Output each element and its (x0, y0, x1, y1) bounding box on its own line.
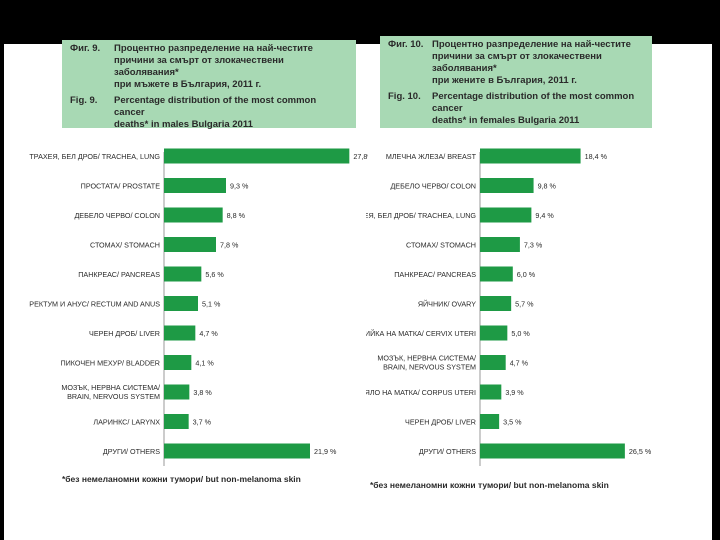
female-bar (480, 178, 534, 193)
female-title-bg-line3: при жените в България, 2011 г. (432, 75, 577, 86)
male-bar (164, 178, 226, 193)
female-value-label: 9,8 % (538, 182, 557, 191)
male-value-label: 5,6 % (205, 270, 224, 279)
female-bar (480, 384, 502, 400)
male-value-label: 21,9 % (314, 447, 337, 456)
female-value-label: 9,4 % (535, 211, 554, 220)
male-fig-bg-label: Фиг. 9. (70, 43, 101, 54)
male-value-label: 27,8% (353, 152, 368, 161)
male-bar (164, 443, 310, 459)
female-bar (480, 148, 581, 164)
female-category-label: ЧЕРЕН ДРОБ/ LIVER (405, 418, 476, 427)
female-value-label: 18,4 % (585, 152, 608, 161)
male-bar (164, 414, 189, 429)
female-bar (480, 355, 506, 370)
male-category-label: ПИКОЧЕН МЕХУР/ BLADDER (60, 359, 160, 368)
female-category-label: ЯЙЧНИК/ OVARY (418, 300, 476, 309)
female-category-label: СТОМАХ/ STOMACH (406, 241, 476, 250)
female-bar (480, 325, 508, 341)
male-bar (164, 325, 196, 341)
female-bar (480, 237, 520, 252)
female-category-label: ШИЙКА НА МАТКА/ CERVIX UTERI (366, 329, 476, 338)
male-footnote: *без немеланомни кожни тумори/ but non-m… (62, 474, 301, 484)
female-category-label: ТЯЛО НА МАТКА/ CORPUS UTERI (366, 388, 476, 397)
female-title-bg-line1: Процентно разпределение на най-честите (432, 39, 631, 50)
female-category-label: МЛЕЧНА ЖЛЕЗА/ BREAST (386, 152, 477, 161)
female-bar (480, 414, 500, 429)
male-bar (164, 296, 198, 311)
female-bar (480, 266, 513, 282)
male-bar (164, 266, 202, 282)
male-value-label: 8,8 % (227, 211, 246, 220)
male-value-label: 4,1 % (195, 359, 214, 368)
female-title-bg-line2: причини за смърт от злокачествени заболя… (432, 51, 602, 74)
female-title-en-line1: Percentage distribution of the most comm… (432, 91, 635, 114)
female-value-label: 5,7 % (515, 300, 534, 309)
male-value-label: 4,7 % (199, 329, 218, 338)
male-fig-en-label: Fig. 9. (70, 95, 98, 106)
male-bar (164, 355, 192, 370)
male-title-bg-line2: причини за смърт от злокачествени заболя… (114, 55, 284, 78)
female-title-en-line2: deaths* in females Bulgaria 2011 (432, 115, 580, 126)
male-category-label: ЧЕРЕН ДРОБ/ LIVER (89, 329, 160, 338)
female-value-label: 3,5 % (503, 418, 522, 427)
female-bar (480, 207, 532, 223)
female-fig-bg-label: Фиг. 10. (388, 39, 424, 50)
female-category-label: ДРУГИ/ OTHERS (419, 447, 476, 456)
female-value-label: 4,7 % (510, 359, 529, 368)
female-bar-chart: МЛЕЧНА ЖЛЕЗА/ BREAST 18,4 % ДЕБЕЛО ЧЕРВО/ … (366, 148, 652, 466)
male-value-label: 7,8 % (220, 241, 239, 250)
male-category-label: СТОМАХ/ STOMACH (90, 241, 160, 250)
male-bar-chart: ТРАХЕЯ, БЕЛ ДРОБ/ TRACHEA, LUNG 27,8% ПРОС… (29, 148, 368, 466)
female-chart-header: Фиг. 10. Процентно разпределение на най-ч… (380, 36, 652, 128)
male-value-label: 3,7 % (193, 418, 212, 427)
male-title-en-line2: deaths* in males Bulgaria 2011 (114, 119, 253, 130)
female-value-label: 6,0 % (517, 270, 536, 279)
male-title-bg-line1: Процентно разпределение на най-честите (114, 43, 313, 54)
female-fig-en-label: Fig. 10. (388, 91, 421, 102)
female-value-label: 3,9 % (505, 388, 524, 397)
female-bar (480, 443, 625, 459)
female-category-label: ТРАХЕЯ, БЕЛ ДРОБ/ TRACHEA, LUNG (366, 211, 476, 220)
male-category-label: ПАНКРЕАС/ PANCREAS (78, 270, 160, 279)
male-category-label: ТРАХЕЯ, БЕЛ ДРОБ/ TRACHEA, LUNG (29, 152, 160, 161)
male-title-bg-line3: при мъжете в България, 2011 г. (114, 79, 262, 90)
male-category-label: ЛАРИНКС/ LARYNX (93, 418, 160, 427)
female-value-label: 5,0 % (511, 329, 530, 338)
male-value-label: 5,1 % (202, 300, 221, 309)
left-black-border (0, 0, 4, 540)
male-bar (164, 384, 190, 400)
male-category-label: МОЗЪК, НЕРВНА СИСТЕМА/BRAIN, NERVOUS SYS… (61, 383, 160, 401)
right-black-border (712, 0, 720, 540)
female-value-label: 7,3 % (524, 241, 543, 250)
male-chart-header: Фиг. 9. Процентно разпределение на най-че… (62, 40, 356, 130)
male-bar (164, 207, 223, 223)
male-value-label: 3,8 % (193, 388, 212, 397)
female-category-label: МОЗЪК, НЕРВНА СИСТЕМА/BRAIN, NERVOUS SYS… (377, 354, 476, 372)
male-bar (164, 148, 350, 164)
female-bar (480, 296, 512, 311)
male-category-label: ДЕБЕЛО ЧЕРВО/ COLON (74, 211, 160, 220)
male-category-label: РЕКТУМ И АНУС/ RECTUM AND ANUS (29, 300, 160, 309)
female-category-label: ПАНКРЕАС/ PANCREAS (394, 270, 476, 279)
male-category-label: ДРУГИ/ OTHERS (103, 447, 160, 456)
female-value-label: 26,5 % (629, 447, 652, 456)
female-category-label: ДЕБЕЛО ЧЕРВО/ COLON (390, 182, 476, 191)
male-value-label: 9,3 % (230, 182, 249, 191)
male-title-en-line1: Percentage distribution of the most comm… (114, 95, 317, 118)
female-footnote: *без немеланомни кожни тумори/ but non-m… (370, 480, 609, 490)
male-bar (164, 237, 216, 252)
male-category-label: ПРОСТАТА/ PROSTATE (81, 182, 161, 191)
